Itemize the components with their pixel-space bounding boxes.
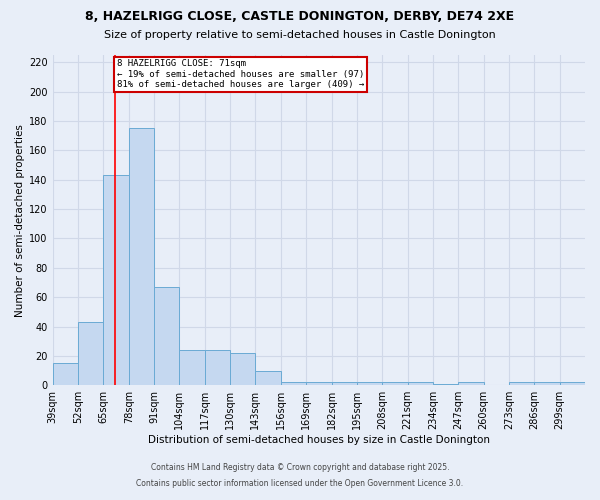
Bar	[458, 382, 484, 385]
Bar	[407, 382, 433, 385]
Bar	[78, 322, 103, 385]
Bar	[535, 382, 560, 385]
Bar	[281, 382, 306, 385]
Text: 8, HAZELRIGG CLOSE, CASTLE DONINGTON, DERBY, DE74 2XE: 8, HAZELRIGG CLOSE, CASTLE DONINGTON, DE…	[85, 10, 515, 23]
X-axis label: Distribution of semi-detached houses by size in Castle Donington: Distribution of semi-detached houses by …	[148, 435, 490, 445]
Y-axis label: Number of semi-detached properties: Number of semi-detached properties	[15, 124, 25, 316]
Bar	[230, 353, 256, 385]
Text: Contains HM Land Registry data © Crown copyright and database right 2025.: Contains HM Land Registry data © Crown c…	[151, 464, 449, 472]
Text: Size of property relative to semi-detached houses in Castle Donington: Size of property relative to semi-detach…	[104, 30, 496, 40]
Bar	[332, 382, 357, 385]
Bar	[103, 176, 129, 385]
Bar	[433, 384, 458, 385]
Bar	[179, 350, 205, 385]
Bar	[382, 382, 407, 385]
Bar	[256, 370, 281, 385]
Bar	[357, 382, 382, 385]
Bar	[53, 363, 78, 385]
Bar	[129, 128, 154, 385]
Bar	[154, 287, 179, 385]
Text: Contains public sector information licensed under the Open Government Licence 3.: Contains public sector information licen…	[136, 478, 464, 488]
Bar	[560, 382, 585, 385]
Bar	[306, 382, 332, 385]
Bar	[205, 350, 230, 385]
Bar	[509, 382, 535, 385]
Text: 8 HAZELRIGG CLOSE: 71sqm
← 19% of semi-detached houses are smaller (97)
81% of s: 8 HAZELRIGG CLOSE: 71sqm ← 19% of semi-d…	[117, 60, 364, 89]
